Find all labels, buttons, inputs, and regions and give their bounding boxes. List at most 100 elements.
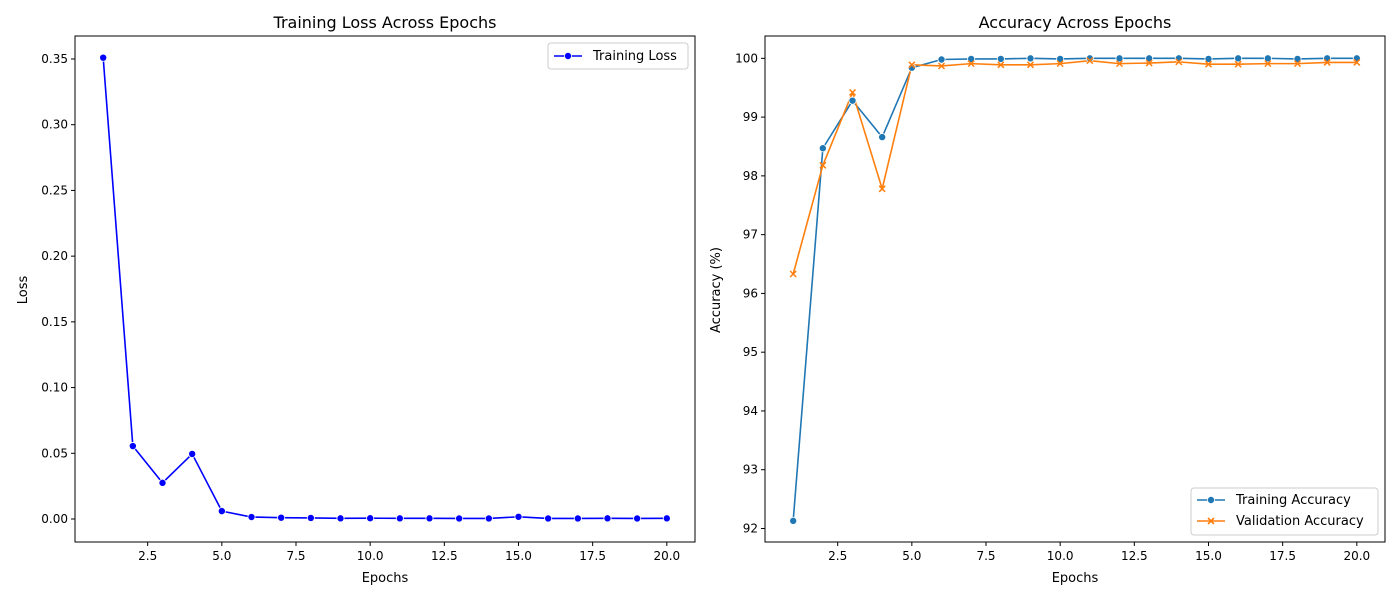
data-point [484,514,493,523]
data-point [878,133,887,142]
data-point [306,513,315,522]
y-tick-label: 96 [743,286,758,300]
y-tick-label: 0.30 [41,118,68,132]
data-point [937,55,946,64]
accuracy-legend-marker-training [1207,495,1216,504]
x-tick-label: 2.5 [828,549,847,563]
series-line-0 [102,57,667,520]
loss-y-axis-label: Loss [16,276,31,305]
data-point [366,514,375,523]
data-point [514,512,523,521]
loss-x-axis-label: Epochs [362,571,409,586]
data-point [967,54,976,63]
loss-ticks: 2.5 5.0 7.5 10.0 12.5 15.0 17.5 20.0 0.00 0.05 0.1… [41,52,680,563]
accuracy-legend: Training Accuracy Validation Accuracy [1190,487,1379,536]
accuracy-y-axis-label: Accuracy (%) [709,247,724,333]
data-point [1175,58,1183,66]
data-point [996,54,1005,63]
data-point [1056,60,1064,68]
data-point [1204,60,1213,68]
accuracy-chart: Accuracy Across Epochs Epochs Accuracy (… [709,13,1386,586]
data-point [789,270,797,278]
y-tick-label: 98 [743,169,758,183]
data-point [967,60,975,68]
y-tick-label: 92 [743,521,758,535]
accuracy-legend-label-validation: Validation Accuracy [1236,514,1364,529]
loss-chart-title: Training Loss Across Epochs [273,13,497,32]
y-tick-label: 0.25 [41,183,68,197]
x-tick-label: 12.5 [431,549,458,563]
y-tick-label: 0.20 [41,249,68,263]
accuracy-legend-box [1190,487,1379,536]
data-point [425,514,434,523]
x-tick-label: 15.0 [1195,549,1222,563]
y-tick-label: 0.15 [41,315,68,329]
data-point [217,507,226,516]
data-point [1026,61,1035,69]
x-tick-label: 17.5 [579,549,606,563]
y-tick-label: 93 [743,463,758,477]
y-tick-label: 99 [743,110,758,124]
series-line-1 [792,59,1357,275]
x-tick-label: 15.0 [505,549,532,563]
y-tick-label: 0.35 [41,52,68,66]
data-point [1204,54,1213,63]
data-point [633,514,642,523]
data-point [1234,60,1242,68]
data-point [818,144,827,153]
data-point [1026,54,1035,63]
data-point [277,513,286,522]
x-tick-label: 7.5 [286,549,305,563]
data-point [1323,58,1331,66]
y-tick-label: 100 [735,51,758,65]
x-tick-label: 7.5 [976,549,995,563]
accuracy-x-axis-label: Epochs [1052,571,1099,586]
data-point [188,449,197,458]
data-point [455,514,464,523]
data-point [1145,54,1154,63]
data-point [1263,54,1272,63]
data-point [848,96,857,105]
data-point [603,514,612,523]
data-point [819,161,827,169]
data-point [1293,60,1302,68]
y-tick-label: 0.00 [41,512,68,526]
data-point [336,514,345,523]
x-tick-label: 2.5 [138,549,157,563]
y-tick-label: 94 [743,404,758,418]
data-point [1293,54,1302,63]
loss-legend-label: Training Loss [592,49,677,64]
loss-series-layer [99,53,671,523]
data-point [1086,57,1094,65]
loss-plot-frame [74,35,696,543]
data-point [158,478,167,487]
loss-legend-box [547,42,689,70]
data-point [908,61,916,69]
accuracy-chart-title: Accuracy Across Epochs [979,13,1172,32]
x-tick-label: 10.0 [1047,549,1074,563]
data-point [1234,54,1243,63]
data-point [1085,54,1094,63]
data-point [1115,60,1124,68]
accuracy-plot-frame [764,35,1386,543]
y-tick-label: 95 [743,345,758,359]
data-point [878,185,886,193]
x-tick-label: 20.0 [1343,549,1370,563]
x-tick-label: 10.0 [357,549,384,563]
loss-legend: Training Loss [547,42,689,70]
y-tick-label: 0.10 [41,381,68,395]
data-point [1056,54,1065,63]
y-tick-label: 97 [743,228,758,242]
data-point [1264,60,1272,68]
loss-legend-marker [564,52,573,61]
data-point [997,61,1005,69]
y-tick-label: 0.05 [41,446,68,460]
x-tick-label: 12.5 [1121,549,1148,563]
data-point [395,514,404,523]
x-tick-label: 5.0 [902,549,921,563]
x-tick-label: 5.0 [212,549,231,563]
data-point [662,514,671,523]
series-line-0 [792,57,1357,521]
data-point [544,514,553,523]
